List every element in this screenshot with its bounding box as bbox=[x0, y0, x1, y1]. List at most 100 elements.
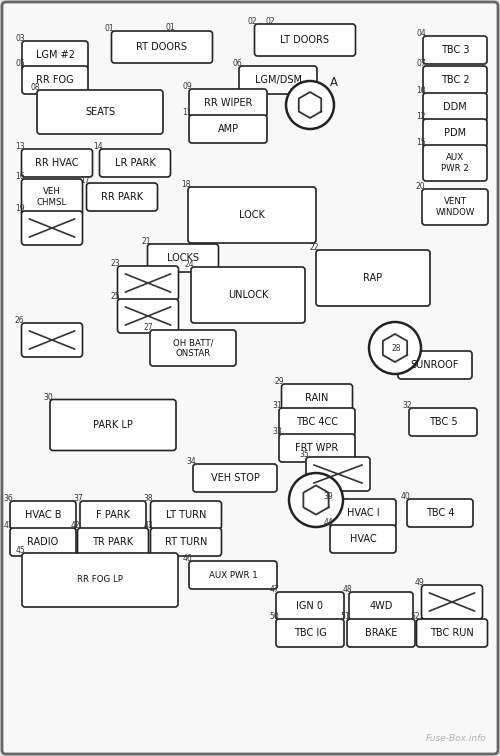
Text: RR HVAC: RR HVAC bbox=[35, 158, 79, 168]
Text: 21: 21 bbox=[141, 237, 150, 246]
Text: 51: 51 bbox=[340, 612, 350, 621]
FancyBboxPatch shape bbox=[282, 384, 352, 412]
Text: LR PARK: LR PARK bbox=[114, 158, 156, 168]
FancyBboxPatch shape bbox=[423, 66, 487, 94]
Text: 08: 08 bbox=[30, 83, 40, 92]
FancyBboxPatch shape bbox=[150, 528, 222, 556]
FancyBboxPatch shape bbox=[193, 464, 277, 492]
FancyBboxPatch shape bbox=[22, 323, 82, 357]
Text: 25: 25 bbox=[111, 292, 120, 301]
Text: 19: 19 bbox=[15, 204, 24, 213]
Text: 37: 37 bbox=[73, 494, 83, 503]
Text: 22: 22 bbox=[310, 243, 319, 252]
Text: 26: 26 bbox=[15, 316, 24, 325]
Text: IGN 0: IGN 0 bbox=[296, 601, 324, 611]
Text: 01: 01 bbox=[165, 23, 175, 33]
Text: 45: 45 bbox=[15, 546, 25, 555]
Text: 01: 01 bbox=[105, 24, 115, 33]
FancyBboxPatch shape bbox=[78, 528, 148, 556]
Circle shape bbox=[286, 81, 334, 129]
Text: 52: 52 bbox=[410, 612, 420, 621]
Text: LOCKS: LOCKS bbox=[167, 253, 199, 263]
FancyBboxPatch shape bbox=[100, 149, 170, 177]
Text: 13: 13 bbox=[15, 142, 24, 151]
FancyBboxPatch shape bbox=[37, 90, 163, 134]
Text: 29: 29 bbox=[275, 377, 284, 386]
FancyBboxPatch shape bbox=[276, 619, 344, 647]
Text: 47: 47 bbox=[269, 585, 279, 594]
FancyBboxPatch shape bbox=[10, 528, 76, 556]
Text: TBC 4CC: TBC 4CC bbox=[296, 417, 338, 427]
Text: 46: 46 bbox=[182, 554, 192, 563]
Text: HVAC: HVAC bbox=[350, 534, 376, 544]
Text: 12: 12 bbox=[416, 112, 426, 121]
FancyBboxPatch shape bbox=[423, 119, 487, 147]
Text: 4WD: 4WD bbox=[370, 601, 392, 611]
Text: 28: 28 bbox=[392, 344, 401, 353]
Text: 27: 27 bbox=[144, 323, 153, 332]
Text: TBC 4: TBC 4 bbox=[426, 508, 454, 518]
FancyBboxPatch shape bbox=[239, 66, 317, 94]
Circle shape bbox=[289, 473, 343, 527]
Text: LT DOORS: LT DOORS bbox=[280, 35, 330, 45]
Text: TBC RUN: TBC RUN bbox=[430, 628, 474, 638]
FancyBboxPatch shape bbox=[80, 501, 146, 529]
Text: 49: 49 bbox=[415, 578, 424, 587]
FancyBboxPatch shape bbox=[422, 189, 488, 225]
FancyBboxPatch shape bbox=[22, 66, 88, 94]
Text: 24: 24 bbox=[184, 260, 194, 269]
FancyBboxPatch shape bbox=[118, 266, 178, 300]
Circle shape bbox=[369, 322, 421, 374]
Text: OH BATT/
ONSTAR: OH BATT/ ONSTAR bbox=[173, 338, 213, 358]
FancyBboxPatch shape bbox=[398, 351, 472, 379]
Text: FRT WPR: FRT WPR bbox=[296, 443, 339, 453]
Text: 31: 31 bbox=[272, 401, 282, 410]
FancyBboxPatch shape bbox=[50, 399, 176, 451]
Text: 05: 05 bbox=[15, 59, 25, 68]
Text: 03: 03 bbox=[15, 34, 25, 43]
Text: RR PARK: RR PARK bbox=[101, 192, 143, 202]
FancyBboxPatch shape bbox=[330, 525, 396, 553]
Text: RR WIPER: RR WIPER bbox=[204, 98, 252, 108]
Text: DDM: DDM bbox=[443, 102, 467, 112]
Text: 02: 02 bbox=[265, 17, 275, 26]
Text: HVAC I: HVAC I bbox=[346, 508, 380, 518]
Text: 32: 32 bbox=[402, 401, 412, 410]
FancyBboxPatch shape bbox=[279, 434, 355, 462]
Text: 38: 38 bbox=[144, 494, 154, 503]
Text: 41: 41 bbox=[4, 521, 13, 530]
Text: 36: 36 bbox=[4, 494, 13, 503]
Text: RT TURN: RT TURN bbox=[165, 537, 207, 547]
Text: PARK LP: PARK LP bbox=[93, 420, 133, 430]
FancyBboxPatch shape bbox=[191, 267, 305, 323]
Text: 44: 44 bbox=[323, 518, 333, 527]
Text: TBC 2: TBC 2 bbox=[440, 75, 470, 85]
Text: LOCK: LOCK bbox=[239, 210, 265, 220]
FancyBboxPatch shape bbox=[349, 592, 413, 620]
FancyBboxPatch shape bbox=[10, 501, 76, 529]
Text: SEATS: SEATS bbox=[85, 107, 115, 117]
FancyBboxPatch shape bbox=[118, 299, 178, 333]
FancyBboxPatch shape bbox=[423, 145, 487, 181]
Text: 43: 43 bbox=[144, 521, 154, 530]
Text: PDM: PDM bbox=[444, 128, 466, 138]
Text: A: A bbox=[330, 76, 338, 89]
Text: 20: 20 bbox=[416, 182, 425, 191]
Text: 02: 02 bbox=[248, 17, 258, 26]
FancyBboxPatch shape bbox=[22, 179, 82, 215]
Text: LGM/DSM: LGM/DSM bbox=[254, 75, 302, 85]
Text: RAIN: RAIN bbox=[306, 393, 328, 403]
FancyBboxPatch shape bbox=[279, 408, 355, 436]
Text: RR FOG LP: RR FOG LP bbox=[77, 575, 123, 584]
FancyBboxPatch shape bbox=[347, 619, 415, 647]
Text: 14: 14 bbox=[93, 142, 102, 151]
FancyBboxPatch shape bbox=[254, 24, 356, 56]
Text: 15: 15 bbox=[416, 138, 426, 147]
Text: TBC IG: TBC IG bbox=[294, 628, 326, 638]
Text: RADIO: RADIO bbox=[28, 537, 58, 547]
FancyBboxPatch shape bbox=[148, 244, 218, 272]
FancyBboxPatch shape bbox=[22, 553, 178, 607]
FancyBboxPatch shape bbox=[423, 93, 487, 121]
Text: LGM #2: LGM #2 bbox=[36, 50, 74, 60]
Text: AUX PWR 1: AUX PWR 1 bbox=[208, 571, 258, 580]
